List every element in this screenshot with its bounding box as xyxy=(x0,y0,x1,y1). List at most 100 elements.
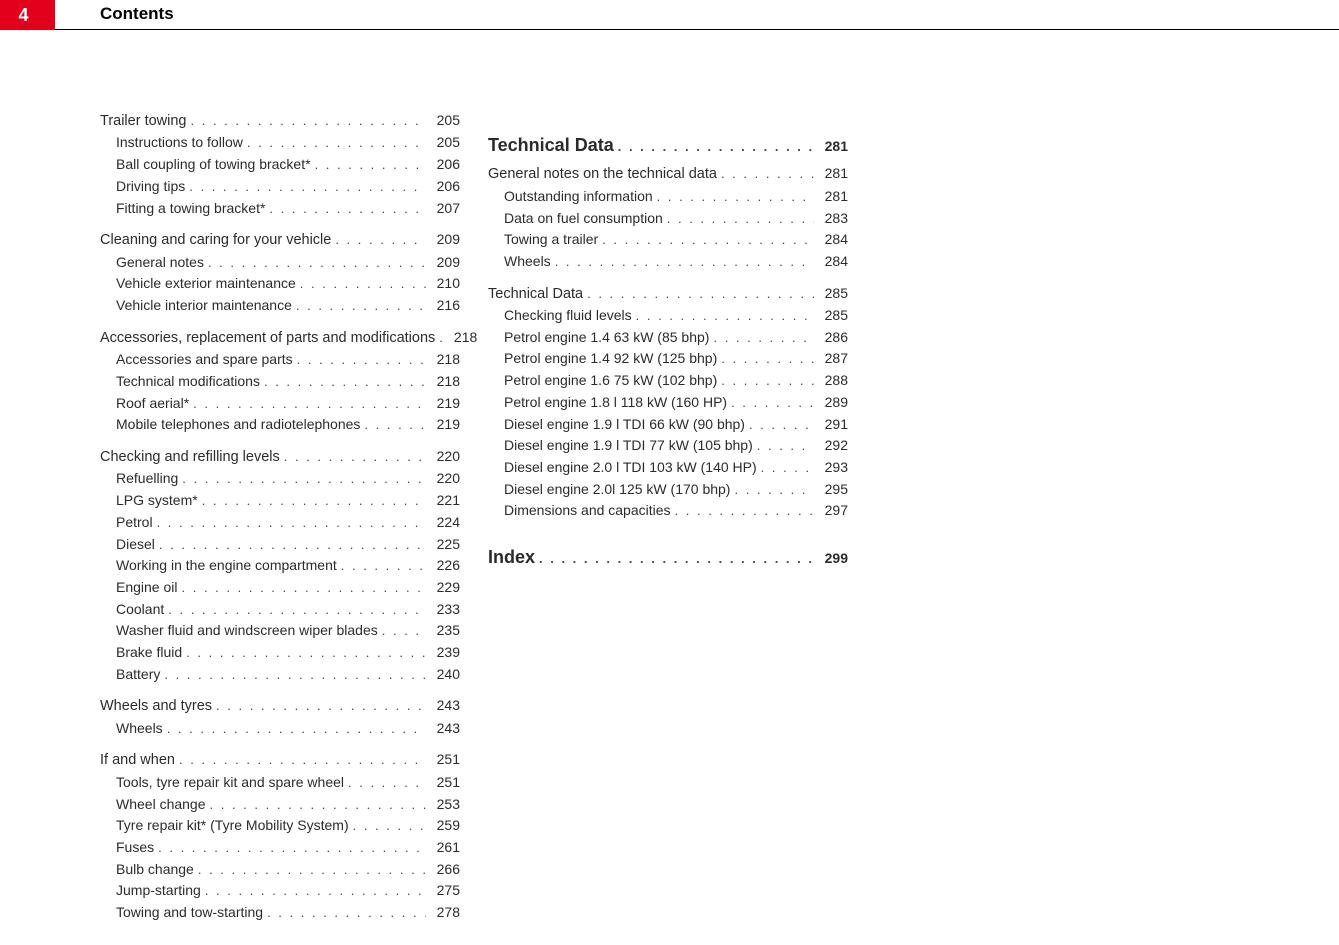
toc-leader-dots xyxy=(653,187,814,207)
toc-page-number: 285 xyxy=(814,305,848,327)
toc-entry-sub: Diesel engine 2.0l 125 kW (170 bhp) 295 xyxy=(488,479,848,501)
toc-label: Accessories, replacement of parts and mo… xyxy=(100,327,435,349)
toc-page-number: 220 xyxy=(426,446,460,468)
toc-page-number: 285 xyxy=(814,283,848,305)
toc-entry-sub: Petrol engine 1.8 l 118 kW (160 HP)289 xyxy=(488,392,848,414)
toc-page-number: 209 xyxy=(426,252,460,274)
toc-page-number: 209 xyxy=(426,229,460,251)
toc-page-number: 218 xyxy=(426,349,460,371)
toc-leader-dots xyxy=(709,328,814,348)
toc-page-number: 225 xyxy=(426,534,460,556)
toc-page-number: 295 xyxy=(814,479,848,501)
toc-page-number: 226 xyxy=(426,555,460,577)
toc-page-number: 297 xyxy=(814,500,848,522)
toc-entry-section: General notes on the technical data 281 xyxy=(488,163,848,185)
toc-leader-dots xyxy=(212,696,426,716)
toc-label: Towing a trailer xyxy=(504,229,598,251)
toc-entry-sub: Dimensions and capacities297 xyxy=(488,500,848,522)
toc-page-number: 219 xyxy=(426,414,460,436)
toc-entry-chapter: Technical Data281 xyxy=(488,134,848,157)
toc-leader-dots xyxy=(154,838,426,858)
toc-leader-dots xyxy=(671,501,814,521)
toc-label: Diesel engine 2.0l 125 kW (170 bhp) xyxy=(504,479,730,501)
toc-leader-dots xyxy=(178,469,426,489)
toc-label: Coolant xyxy=(116,599,164,621)
toc-page-number: 243 xyxy=(426,695,460,717)
toc-page-number: 266 xyxy=(426,859,460,881)
toc-leader-dots xyxy=(260,372,426,392)
toc-leader-dots xyxy=(727,393,814,413)
toc-page-number: 235 xyxy=(426,620,460,642)
toc-label: Technical modifications xyxy=(116,371,260,393)
toc-leader-dots xyxy=(753,436,814,456)
toc-entry-sub: Petrol224 xyxy=(100,512,460,534)
toc-entry-sub: Diesel engine 1.9 l TDI 66 kW (90 bhp)29… xyxy=(488,414,848,436)
toc-leader-dots xyxy=(243,133,426,153)
toc-label: Tyre repair kit* (Tyre Mobility System) xyxy=(116,815,349,837)
toc-page-number: 291 xyxy=(814,414,848,436)
toc-leader-dots xyxy=(292,296,426,316)
page-header: 4 Contents xyxy=(0,0,1339,30)
toc-entry-sub: LPG system*221 xyxy=(100,490,460,512)
toc-entry-sub: Engine oil229 xyxy=(100,577,460,599)
toc-entry-sub: Technical modifications218 xyxy=(100,371,460,393)
toc-label: Instructions to follow xyxy=(116,132,243,154)
toc-label: General notes on the technical data xyxy=(488,163,717,185)
toc-label: Checking fluid levels xyxy=(504,305,632,327)
toc-page-number: 278 xyxy=(426,902,460,924)
toc-entry-sub: Working in the engine compartment 226 xyxy=(100,555,460,577)
toc-label: Vehicle exterior maintenance xyxy=(116,273,296,295)
toc-entry-section: Checking and refilling levels220 xyxy=(100,446,460,468)
header-title: Contents xyxy=(100,4,174,24)
toc-entry-sub: Diesel engine 1.9 l TDI 77 kW (105 bhp)2… xyxy=(488,435,848,457)
toc-entry-sub: Roof aerial*219 xyxy=(100,393,460,415)
toc-leader-dots xyxy=(598,230,814,250)
toc-label: Bulb change xyxy=(116,859,194,881)
toc-leader-dots xyxy=(187,111,427,131)
toc-page-number: 281 xyxy=(814,163,848,185)
toc-entry-sub: Mobile telephones and radiotelephones219 xyxy=(100,414,460,436)
toc-leader-dots xyxy=(194,860,426,880)
toc-leader-dots xyxy=(435,328,443,348)
toc-label: Data on fuel consumption xyxy=(504,208,663,230)
toc-entry-sub: Wheels284 xyxy=(488,251,848,273)
toc-leader-dots xyxy=(198,491,426,511)
toc-leader-dots xyxy=(163,719,426,739)
toc-entry-sub: Checking fluid levels 285 xyxy=(488,305,848,327)
toc-label: Working in the engine compartment xyxy=(116,555,337,577)
toc-entry-section: Accessories, replacement of parts and mo… xyxy=(100,327,460,349)
toc-label: Petrol engine 1.8 l 118 kW (160 HP) xyxy=(504,392,727,414)
toc-entry-sub: Diesel engine 2.0 l TDI 103 kW (140 HP)2… xyxy=(488,457,848,479)
toc-leader-dots xyxy=(160,665,426,685)
toc-entry-sub: Vehicle exterior maintenance210 xyxy=(100,273,460,295)
toc-label: Vehicle interior maintenance xyxy=(116,295,292,317)
toc-leader-dots xyxy=(535,551,814,568)
toc-label: Towing and tow-starting xyxy=(116,902,263,924)
toc-label: If and when xyxy=(100,749,175,771)
toc-leader-dots xyxy=(614,139,814,156)
toc-page-number: 216 xyxy=(426,295,460,317)
toc-entry-sub: Washer fluid and windscreen wiper blades… xyxy=(100,620,460,642)
toc-leader-dots xyxy=(206,795,426,815)
toc-label: Petrol engine 1.4 92 kW (125 bhp) xyxy=(504,348,717,370)
toc-leader-dots xyxy=(632,306,814,326)
toc-label: Washer fluid and windscreen wiper blades xyxy=(116,620,378,642)
toc-page-number: 283 xyxy=(814,208,848,230)
toc-leader-dots xyxy=(296,274,426,294)
toc-label: Outstanding information xyxy=(504,186,653,208)
toc-leader-dots xyxy=(378,621,426,641)
toc-page-number: 205 xyxy=(426,132,460,154)
toc-entry-section: Technical Data285 xyxy=(488,283,848,305)
toc-leader-dots xyxy=(717,371,814,391)
toc-page-number: 259 xyxy=(426,815,460,837)
toc-entry-section: Cleaning and caring for your vehicle209 xyxy=(100,229,460,251)
toc-page-number: 286 xyxy=(814,327,848,349)
toc-entry-sub: General notes209 xyxy=(100,252,460,274)
toc-leader-dots xyxy=(178,578,427,598)
toc-page-number: 281 xyxy=(814,137,848,155)
contents-body: Trailer towing205Instructions to follow2… xyxy=(0,30,1339,924)
toc-leader-dots xyxy=(344,773,426,793)
toc-entry-sub: Ball coupling of towing bracket*206 xyxy=(100,154,460,176)
toc-entry-sub: Bulb change 266 xyxy=(100,859,460,881)
toc-label: Fitting a towing bracket* xyxy=(116,198,265,220)
